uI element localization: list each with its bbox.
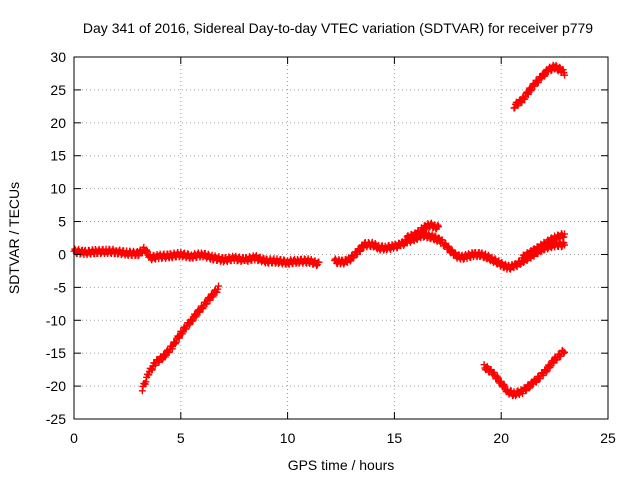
chart-title: Day 341 of 2016, Sidereal Day-to-day VTE…	[83, 20, 593, 36]
data-point	[172, 338, 180, 346]
data-point	[371, 239, 379, 247]
data-point	[189, 316, 197, 324]
data-point	[145, 371, 153, 379]
x-axis-label: GPS time / hours	[288, 457, 395, 473]
data-point	[165, 348, 173, 356]
data-point	[560, 349, 568, 357]
data-point	[561, 241, 569, 249]
y-tick-label: 10	[50, 181, 66, 197]
y-tick-label: 15	[50, 148, 66, 164]
data-point	[561, 71, 569, 79]
data-point	[143, 246, 151, 254]
data-point	[542, 368, 550, 376]
data-point	[138, 387, 146, 395]
data-point	[493, 372, 501, 380]
data-point	[488, 253, 496, 261]
data-point	[531, 247, 539, 255]
y-tick-label: -5	[54, 279, 67, 295]
data-point	[530, 81, 538, 89]
data-point	[525, 252, 533, 260]
data-point	[527, 87, 535, 95]
data-point	[188, 317, 196, 325]
data-point	[237, 258, 245, 266]
data-point	[561, 230, 569, 238]
series-near-zero-track	[70, 243, 323, 270]
data-point	[400, 241, 408, 249]
data-point	[497, 259, 505, 267]
y-tick-label: 0	[58, 246, 66, 262]
y-tick-label: -10	[46, 312, 66, 328]
y-tick-label: 30	[50, 49, 66, 65]
data-point	[213, 288, 221, 296]
plot-frame	[73, 56, 609, 420]
x-tick-label: 0	[70, 430, 78, 446]
data-point	[545, 239, 553, 247]
data-point	[418, 226, 426, 234]
y-tick-label: 25	[50, 82, 66, 98]
tick-layer: 0 5 10 15 20 25 -25 -20 -15 -10 -5 0 5 10 15 20 25 30	[46, 49, 616, 446]
x-tick-label: 5	[177, 430, 185, 446]
data-point	[214, 282, 222, 290]
x-tick-label: 15	[387, 430, 403, 446]
data-point	[524, 90, 532, 98]
data-point	[171, 340, 179, 348]
data-point	[444, 243, 452, 251]
data-point	[206, 296, 214, 304]
data-point	[393, 243, 401, 251]
data-point	[109, 245, 117, 253]
data-point	[550, 359, 558, 367]
data-layer	[70, 61, 569, 400]
data-point	[315, 258, 323, 266]
data-point	[531, 82, 539, 90]
data-point	[182, 325, 190, 333]
y-tick-label: -25	[46, 411, 66, 427]
data-point	[431, 232, 439, 240]
data-point	[540, 71, 548, 79]
series-evening-upper-branch	[519, 230, 569, 262]
data-point	[519, 259, 527, 267]
data-point	[561, 348, 569, 356]
data-point	[537, 75, 545, 83]
x-tick-label: 10	[280, 430, 296, 446]
data-point	[435, 223, 443, 231]
data-point	[525, 384, 533, 392]
data-point	[178, 329, 186, 337]
y-tick-label: 5	[58, 214, 66, 230]
data-point	[484, 251, 492, 259]
data-point	[434, 221, 442, 229]
data-point	[203, 300, 211, 308]
data-point	[245, 253, 253, 261]
data-point	[490, 369, 498, 377]
data-point	[536, 375, 544, 383]
x-tick-label: 20	[493, 430, 509, 446]
series-evening-lower-track	[480, 346, 569, 400]
data-point	[178, 253, 186, 261]
data-point	[543, 367, 551, 375]
data-point	[148, 366, 156, 374]
series-midday-upper-branch	[403, 219, 443, 243]
y-tick-label: -20	[46, 378, 66, 394]
data-point	[524, 90, 532, 98]
data-point	[491, 255, 499, 263]
data-point	[142, 378, 150, 386]
data-point	[168, 345, 176, 353]
y-tick-label: -15	[46, 345, 66, 361]
data-point	[214, 285, 222, 293]
data-point	[134, 252, 142, 260]
series-evening-upper-track	[510, 61, 569, 112]
series-morning-descending-track	[138, 282, 222, 395]
y-tick-label: 20	[50, 115, 66, 131]
data-point	[552, 61, 560, 69]
data-point	[532, 377, 540, 385]
x-tick-label: 25	[600, 430, 616, 446]
data-point	[494, 374, 502, 382]
y-axis-label: SDTVAR / TECUs	[6, 182, 22, 294]
data-point	[185, 321, 193, 329]
